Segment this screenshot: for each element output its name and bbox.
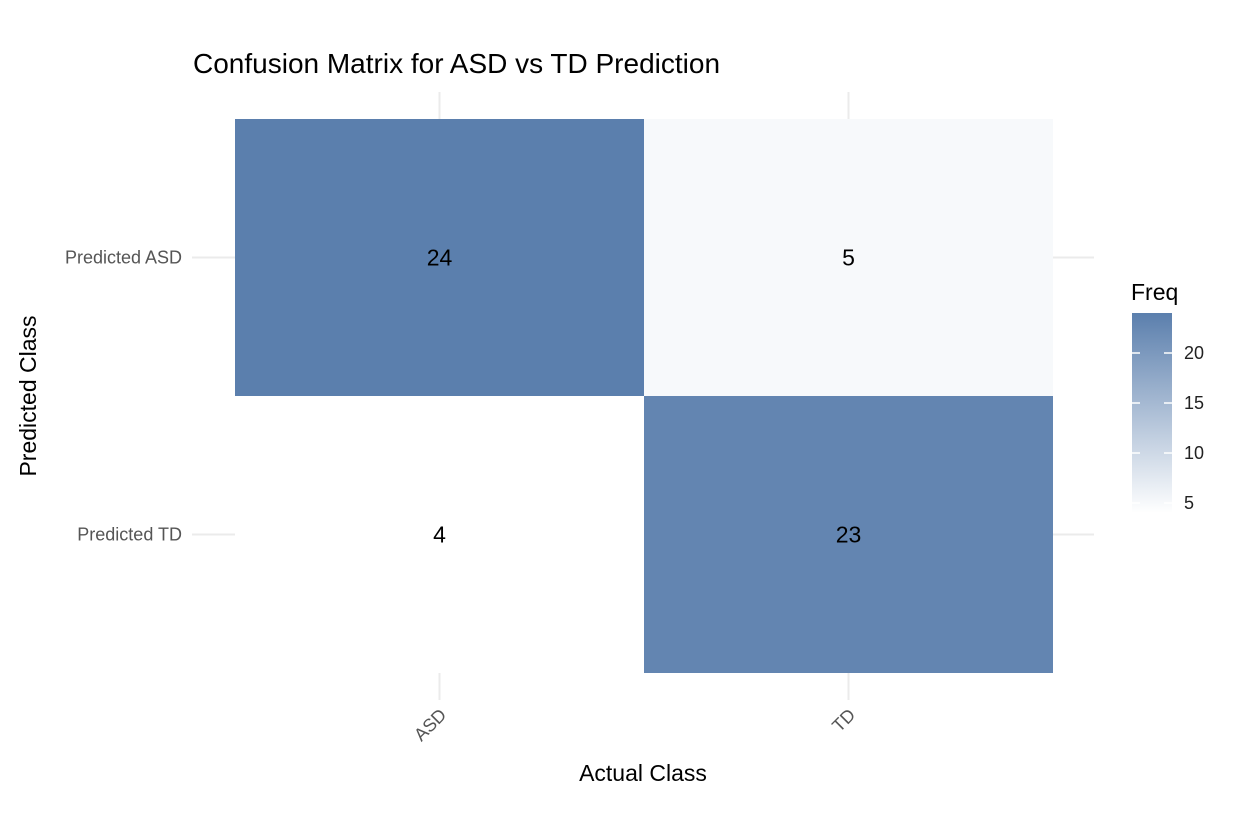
heatmap-cell bbox=[235, 119, 644, 396]
x-tick-label: ASD bbox=[410, 705, 450, 745]
y-axis-tick-labels: Predicted ASD Predicted TD bbox=[65, 248, 182, 545]
legend-ticks: 5 10 15 20 bbox=[1132, 343, 1204, 513]
cell-value-label: 4 bbox=[433, 522, 446, 548]
cell-value-label: 5 bbox=[842, 245, 855, 271]
heatmap-cell bbox=[235, 396, 644, 673]
x-axis-title: Actual Class bbox=[579, 760, 707, 786]
y-tick-label: Predicted TD bbox=[77, 525, 182, 545]
cell-value-labels: 24 5 4 23 bbox=[427, 245, 862, 548]
y-axis-title: Predicted Class bbox=[15, 315, 41, 476]
heatmap-cell bbox=[644, 396, 1053, 673]
chart-title: Confusion Matrix for ASD vs TD Predictio… bbox=[193, 48, 720, 79]
legend: Freq 5 10 15 20 bbox=[1131, 279, 1204, 513]
cell-value-label: 24 bbox=[427, 245, 453, 271]
legend-tick-label: 20 bbox=[1184, 343, 1204, 363]
legend-tick-label: 15 bbox=[1184, 393, 1204, 413]
cell-value-label: 23 bbox=[836, 522, 862, 548]
legend-title: Freq bbox=[1131, 279, 1178, 305]
x-tick-label: TD bbox=[828, 705, 859, 736]
heatmap-cell bbox=[644, 119, 1053, 396]
legend-colorbar bbox=[1132, 313, 1172, 513]
heatmap-cells bbox=[235, 119, 1053, 673]
x-axis-tick-labels: ASD TD bbox=[410, 705, 859, 745]
y-tick-label: Predicted ASD bbox=[65, 248, 182, 268]
legend-tick-label: 10 bbox=[1184, 443, 1204, 463]
legend-tick-label: 5 bbox=[1184, 493, 1194, 513]
